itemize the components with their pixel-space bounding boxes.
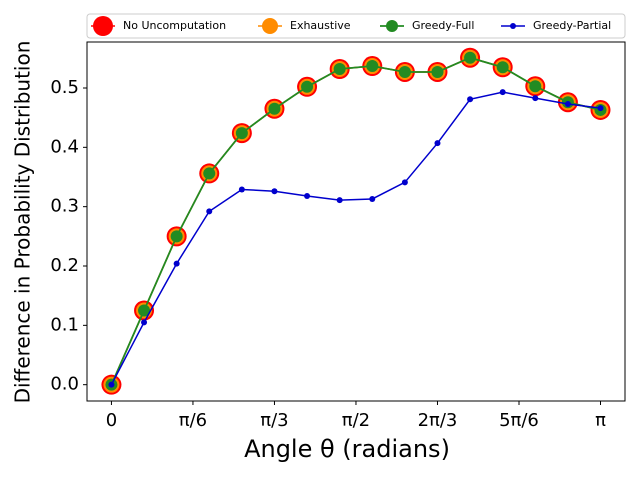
y-tick-label: 0.5: [50, 77, 79, 98]
data-point: [203, 167, 216, 180]
legend-marker: [386, 20, 398, 32]
data-point: [597, 105, 604, 112]
data-point: [532, 95, 539, 102]
legend-label: Exhaustive: [290, 19, 351, 32]
data-point: [238, 186, 245, 193]
data-point: [467, 96, 474, 103]
data-point: [564, 101, 571, 108]
legend-label: Greedy-Partial: [533, 19, 611, 32]
legend-marker: [262, 18, 278, 34]
legend-marker: [510, 23, 516, 29]
data-point: [141, 319, 148, 326]
y-tick-label: 0.4: [50, 136, 79, 157]
data-point: [138, 304, 151, 317]
series-line: [110, 91, 601, 386]
data-point: [108, 381, 115, 388]
legend-label: No Uncomputation: [123, 19, 226, 32]
x-tick-label: π: [595, 410, 606, 431]
legend-label: Greedy-Full: [412, 19, 474, 32]
y-tick-label: 0.3: [50, 196, 79, 217]
data-point: [366, 60, 379, 73]
data-point: [401, 179, 408, 186]
data-point: [369, 195, 376, 202]
y-tick-label: 0.1: [50, 314, 79, 335]
x-axis-label: Angle θ (radians): [244, 435, 450, 463]
x-tick-label: 0: [106, 410, 117, 431]
data-point: [398, 65, 411, 78]
y-tick-label: 0.0: [50, 374, 79, 395]
data-point: [529, 80, 542, 93]
plot-frame: [86, 41, 626, 402]
data-point: [499, 89, 506, 96]
series-line: [110, 56, 601, 386]
x-tick-label: 2π/3: [418, 410, 458, 431]
data-point: [333, 62, 346, 75]
data-point: [268, 102, 281, 115]
y-axis-label: Difference in Probability Distribution: [11, 41, 35, 404]
data-point: [496, 61, 509, 74]
data-point: [464, 51, 477, 64]
data-point: [336, 197, 343, 204]
data-point: [304, 192, 311, 199]
x-tick-label: π/6: [179, 410, 207, 431]
data-point: [271, 188, 278, 195]
legend-marker: [93, 16, 113, 36]
x-tick-label: π/2: [342, 410, 370, 431]
data-point: [434, 140, 441, 147]
x-tick-label: π/3: [260, 410, 288, 431]
data-point: [170, 230, 183, 243]
data-point: [206, 208, 213, 215]
legend-box: [86, 13, 626, 39]
y-tick-label: 0.2: [50, 255, 79, 276]
data-point: [235, 127, 248, 140]
data-point: [301, 80, 314, 93]
data-point: [173, 260, 180, 267]
data-point: [431, 65, 444, 78]
x-tick-label: 5π/6: [499, 410, 539, 431]
